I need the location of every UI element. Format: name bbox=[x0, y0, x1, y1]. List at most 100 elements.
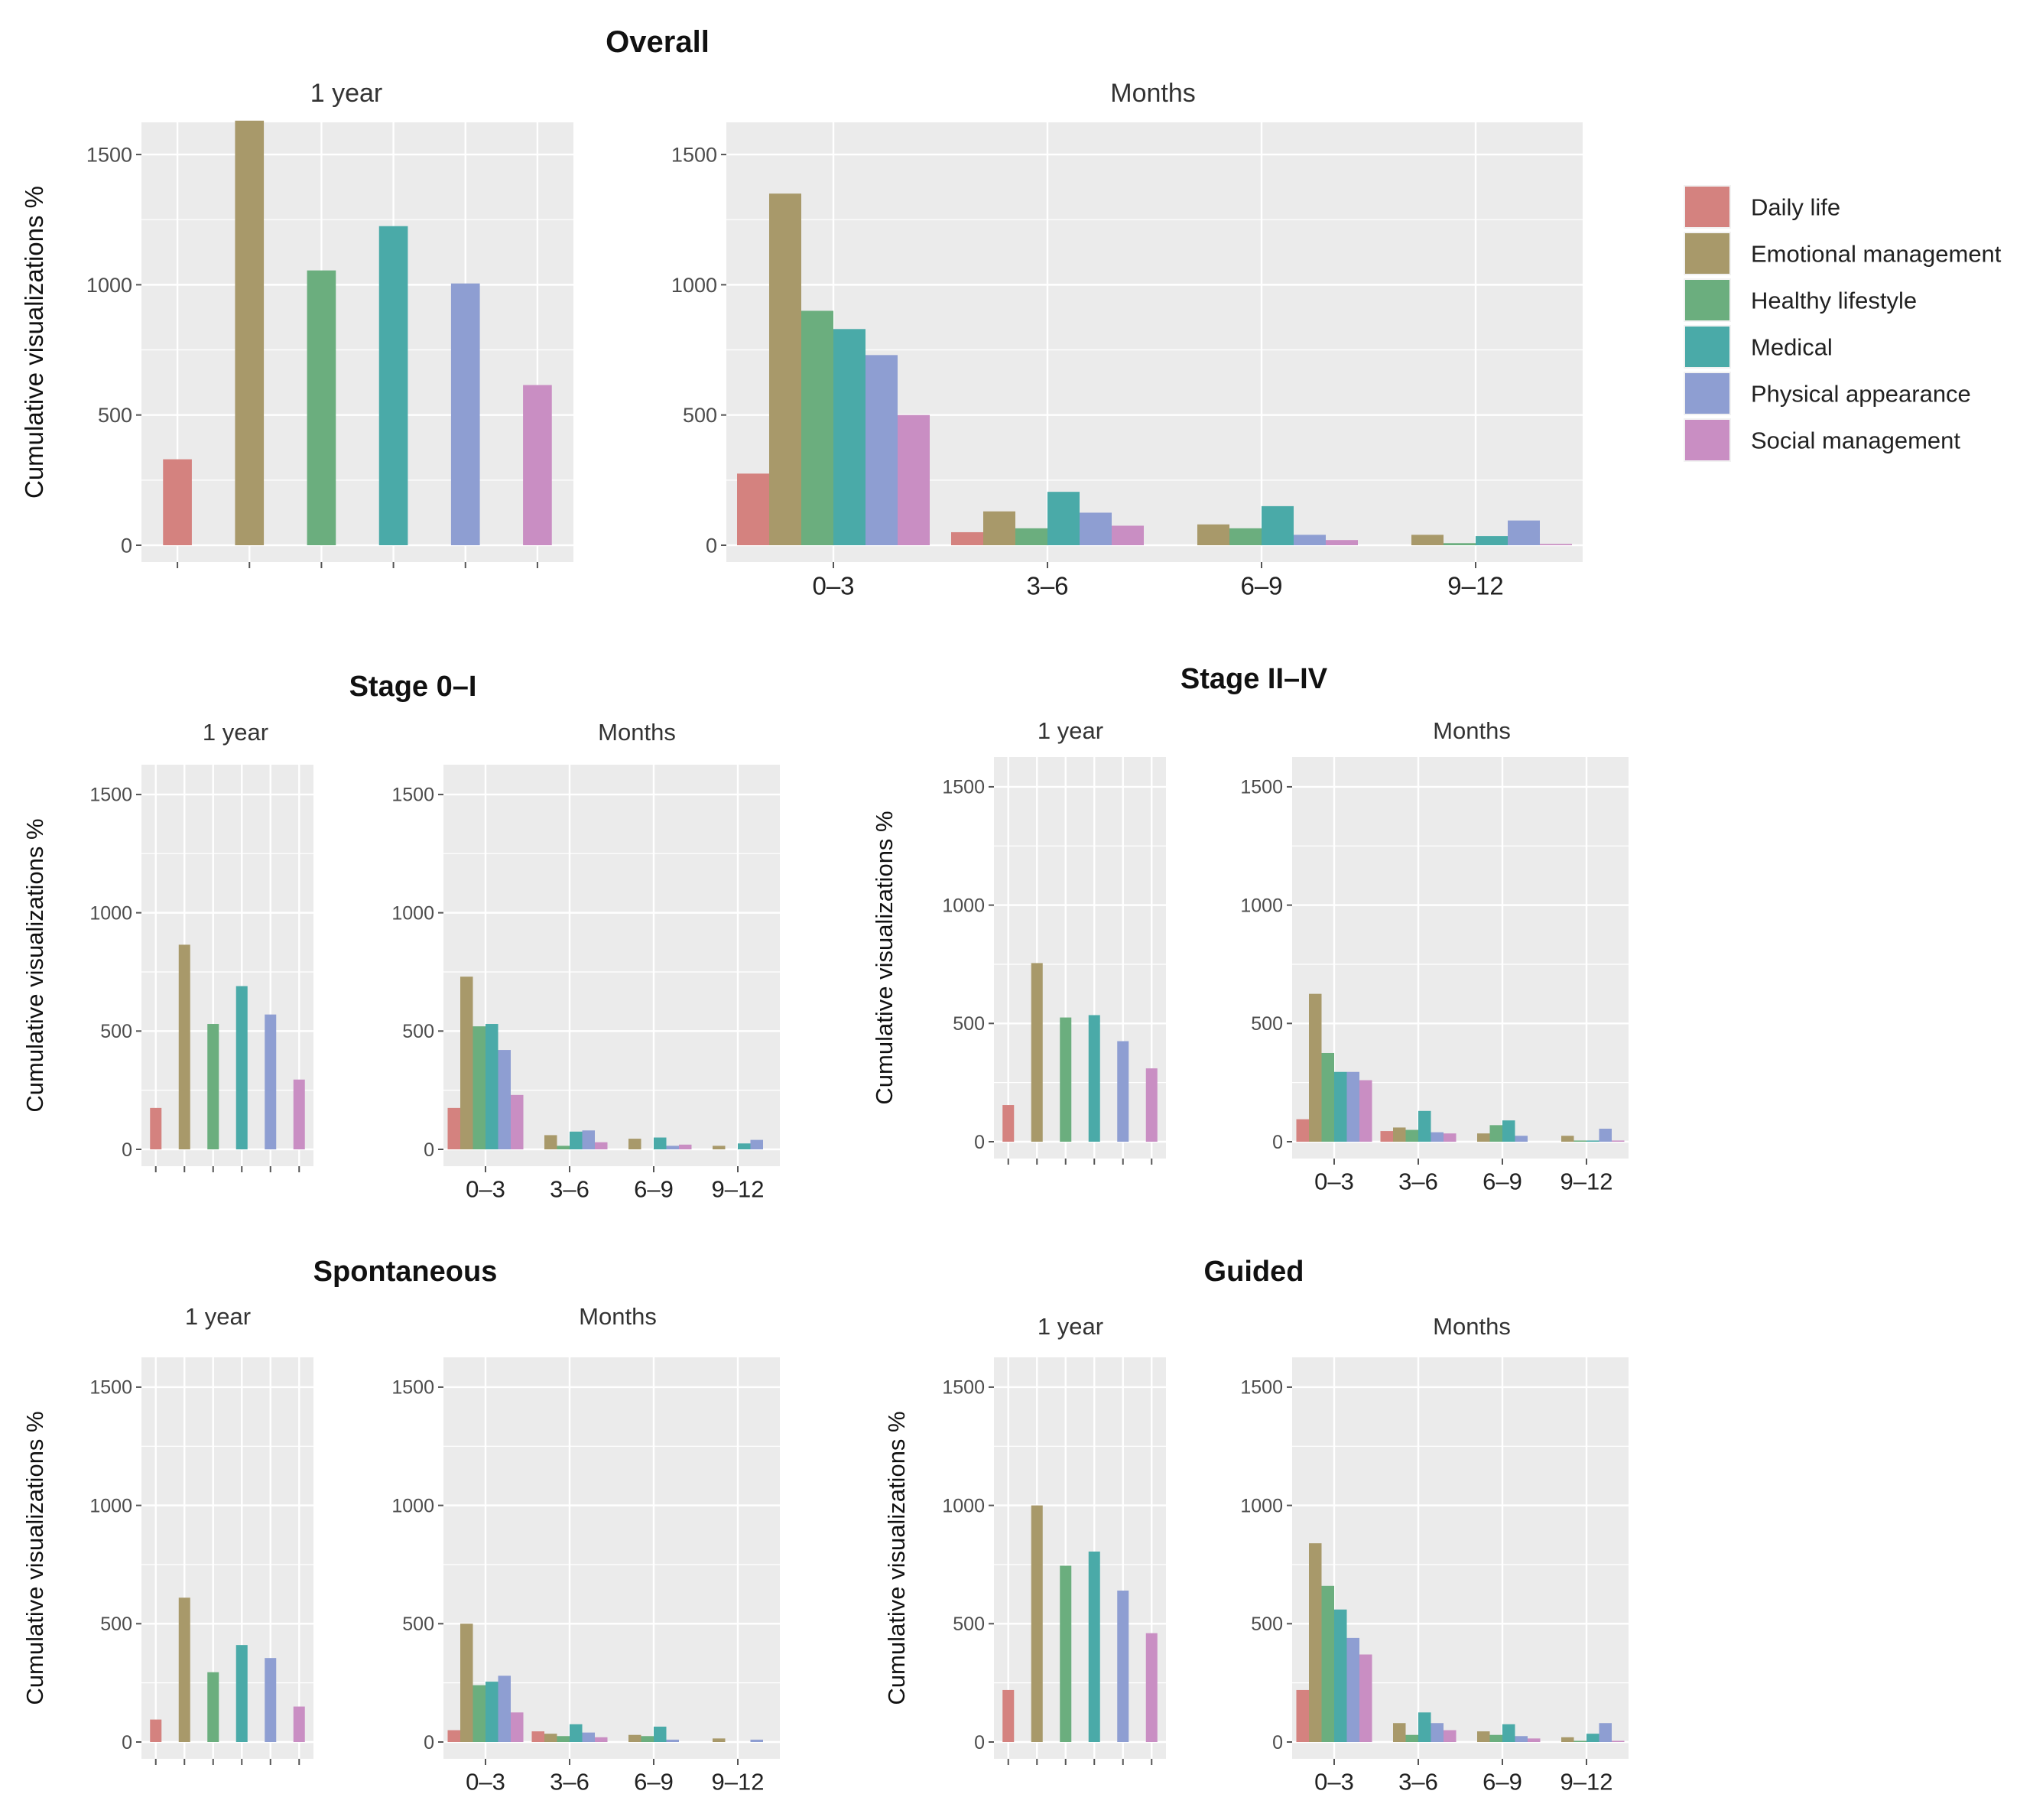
months-panel: Months 0 500 1000 1500 0–3 3–6 6–9 9–12 bbox=[391, 719, 780, 1203]
bar-medical bbox=[1088, 1015, 1100, 1142]
chart-group: Guided Cumulative visualizations % 1 year 0… bbox=[883, 1256, 1629, 1796]
chart-title: Guided bbox=[1204, 1256, 1304, 1288]
bar-physical-appearance bbox=[1515, 1136, 1528, 1142]
legend-label: Daily life bbox=[1751, 194, 1840, 221]
bar-emotional-management bbox=[1561, 1136, 1574, 1142]
bar-emotional-management bbox=[235, 120, 265, 545]
bar-social-management bbox=[511, 1094, 524, 1149]
bar-physical-appearance bbox=[1294, 535, 1326, 545]
bar-medical bbox=[1418, 1110, 1431, 1142]
chart-group: Stage II–IV Cumulative visualizations % 1 … bbox=[871, 663, 1629, 1195]
panel-background bbox=[141, 765, 313, 1166]
bar-daily-life bbox=[1002, 1689, 1015, 1742]
bar-medical bbox=[1418, 1712, 1431, 1742]
panel-title: Months bbox=[1433, 717, 1511, 744]
panel-title: 1 year bbox=[1038, 717, 1103, 744]
legend: Daily life Emotional management Healthy li… bbox=[1684, 185, 2002, 462]
y-tick-label: 500 bbox=[100, 1021, 132, 1042]
bar-daily-life bbox=[531, 1731, 544, 1742]
x-tick-label: 3–6 bbox=[550, 1769, 589, 1796]
x-tick-label: 0–3 bbox=[466, 1769, 505, 1796]
legend-label: Emotional management bbox=[1751, 241, 2002, 268]
bar-healthy-lifestyle bbox=[557, 1736, 570, 1742]
bar-emotional-management bbox=[713, 1146, 726, 1149]
y-tick-label: 1500 bbox=[942, 1377, 985, 1399]
legend-label: Medical bbox=[1751, 334, 1833, 361]
bar-physical-appearance bbox=[450, 283, 480, 545]
bar-emotional-management bbox=[1309, 1543, 1322, 1742]
chart-title: Spontaneous bbox=[313, 1256, 498, 1288]
bar-healthy-lifestyle bbox=[1321, 1052, 1334, 1142]
bar-social-management bbox=[293, 1706, 305, 1742]
bar-social-management bbox=[1444, 1730, 1457, 1742]
y-tick-label: 1500 bbox=[1240, 1377, 1283, 1399]
bar-social-management bbox=[1612, 1140, 1625, 1142]
bar-physical-appearance bbox=[1515, 1736, 1528, 1742]
x-tick-label: 0–3 bbox=[812, 572, 854, 600]
x-tick-label: 6–9 bbox=[1483, 1769, 1522, 1796]
y-tick-label: 1000 bbox=[1240, 1495, 1283, 1516]
bar-healthy-lifestyle bbox=[473, 1026, 486, 1149]
bar-physical-appearance bbox=[1431, 1723, 1444, 1742]
bar-medical bbox=[1334, 1609, 1347, 1742]
y-tick-label: 0 bbox=[974, 1732, 985, 1753]
panel-background bbox=[141, 122, 573, 562]
bar-medical bbox=[1586, 1734, 1599, 1742]
x-tick-label: 3–6 bbox=[1398, 1769, 1438, 1796]
bar-daily-life bbox=[1380, 1131, 1393, 1142]
chart-group: Overall Cumulative visualizations % 1 year… bbox=[20, 25, 1583, 600]
y-tick-label: 500 bbox=[98, 404, 132, 427]
y-tick-label: 1500 bbox=[391, 785, 434, 806]
y-tick-label: 1500 bbox=[391, 1377, 434, 1399]
y-tick-label: 0 bbox=[122, 1732, 132, 1753]
bar-emotional-management bbox=[544, 1734, 557, 1742]
bar-physical-appearance bbox=[1599, 1723, 1612, 1742]
y-tick-label: 500 bbox=[953, 1614, 985, 1635]
legend-label: Physical appearance bbox=[1751, 381, 1971, 408]
y-tick-label: 1000 bbox=[1240, 895, 1283, 916]
bar-daily-life bbox=[951, 531, 983, 545]
x-tick-label: 3–6 bbox=[1398, 1168, 1438, 1195]
bar-emotional-management bbox=[983, 511, 1015, 545]
legend-swatch bbox=[1685, 280, 1729, 320]
year-panel: 1 year 0 500 1000 1500 bbox=[942, 1313, 1166, 1765]
y-tick-label: 500 bbox=[100, 1614, 132, 1635]
chart-title: Stage II–IV bbox=[1181, 663, 1328, 695]
bar-physical-appearance bbox=[1599, 1128, 1612, 1142]
bar-social-management bbox=[1359, 1654, 1372, 1742]
bar-emotional-management bbox=[1477, 1731, 1490, 1742]
y-tick-label: 1000 bbox=[671, 274, 717, 297]
y-tick-label: 0 bbox=[706, 534, 717, 557]
bar-social-management bbox=[1528, 1738, 1541, 1742]
bar-physical-appearance bbox=[865, 355, 898, 545]
y-tick-label: 1500 bbox=[89, 1377, 132, 1399]
charts: Overall Cumulative visualizations % 1 year… bbox=[20, 25, 1629, 1796]
bar-healthy-lifestyle bbox=[1060, 1565, 1072, 1742]
bar-social-management bbox=[1612, 1740, 1625, 1742]
y-tick-label: 1000 bbox=[86, 274, 132, 297]
panel-title: 1 year bbox=[1038, 1313, 1103, 1340]
bar-emotional-management bbox=[460, 977, 473, 1149]
bar-medical bbox=[1586, 1140, 1599, 1142]
y-axis-label: Cumulative visualizations % bbox=[883, 1411, 910, 1705]
bar-physical-appearance bbox=[666, 1739, 679, 1742]
bar-emotional-management bbox=[1477, 1133, 1490, 1142]
bar-medical bbox=[235, 986, 248, 1149]
y-tick-label: 1500 bbox=[671, 144, 717, 167]
x-tick-label: 9–12 bbox=[712, 1769, 765, 1796]
bar-physical-appearance bbox=[1431, 1132, 1444, 1142]
bar-social-management bbox=[1540, 544, 1572, 545]
legend-swatch bbox=[1685, 373, 1729, 414]
bar-medical bbox=[486, 1682, 499, 1742]
bar-emotional-management bbox=[544, 1135, 557, 1149]
bar-healthy-lifestyle bbox=[1489, 1125, 1502, 1142]
bar-social-management bbox=[1359, 1080, 1372, 1142]
y-tick-label: 500 bbox=[402, 1614, 434, 1635]
bar-emotional-management bbox=[1031, 963, 1043, 1142]
bar-physical-appearance bbox=[498, 1050, 511, 1149]
bar-physical-appearance bbox=[1346, 1637, 1359, 1742]
bar-daily-life bbox=[737, 473, 769, 545]
y-tick-label: 500 bbox=[1251, 1013, 1283, 1035]
y-tick-label: 0 bbox=[424, 1139, 434, 1161]
